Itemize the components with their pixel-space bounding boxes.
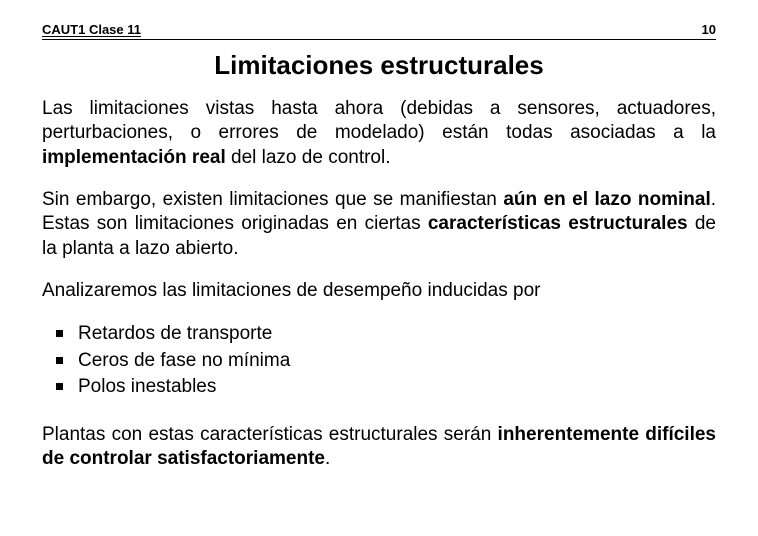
header-page-number: 10 xyxy=(702,22,716,37)
list-item: Ceros de fase no mínima xyxy=(56,348,716,375)
text: Plantas con estas características estruc… xyxy=(42,424,498,445)
text: Las limitaciones vistas hasta ahora (deb… xyxy=(42,98,716,143)
text: . xyxy=(325,448,330,469)
text: del lazo de control. xyxy=(226,147,391,168)
bold-text: características estructurales xyxy=(428,213,688,234)
list-item: Polos inestables xyxy=(56,374,716,401)
header-course: CAUT1 Clase 11 xyxy=(42,22,141,37)
text: Sin embargo, existen limitaciones que se… xyxy=(42,189,503,210)
bullet-list: Retardos de transporte Ceros de fase no … xyxy=(56,321,716,401)
paragraph-4: Plantas con estas características estruc… xyxy=(42,423,716,472)
bold-text: aún en el lazo nominal xyxy=(503,189,710,210)
paragraph-2: Sin embargo, existen limitaciones que se… xyxy=(42,188,716,261)
bold-text: implementación real xyxy=(42,147,226,168)
slide-page: CAUT1 Clase 11 10 Limitaciones estructur… xyxy=(0,0,758,536)
slide-header: CAUT1 Clase 11 10 xyxy=(42,22,716,40)
list-item: Retardos de transporte xyxy=(56,321,716,348)
paragraph-3: Analizaremos las limitaciones de desempe… xyxy=(42,279,716,303)
slide-title: Limitaciones estructurales xyxy=(42,50,716,81)
paragraph-1: Las limitaciones vistas hasta ahora (deb… xyxy=(42,97,716,170)
